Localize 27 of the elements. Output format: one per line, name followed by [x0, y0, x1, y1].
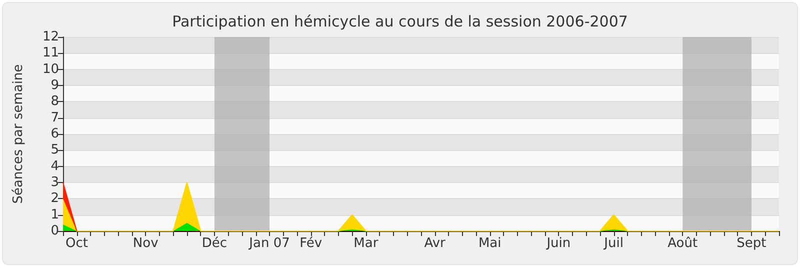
chart-title: Participation en hémicycle au cours de la session 2006-2007: [172, 12, 628, 30]
x-tick-label: Mar: [354, 236, 379, 251]
x-tick-label: Juil: [603, 236, 624, 251]
x-tick-label: Sept: [736, 236, 766, 251]
x-tick-label: Mai: [478, 236, 502, 251]
y-tick-label: 3: [50, 175, 59, 190]
x-tick-label: Fév: [300, 236, 322, 251]
y-axis-title: Séances par semaine: [11, 64, 26, 204]
y-tick-label: 5: [50, 142, 59, 158]
x-tick-label: Oct: [66, 236, 88, 251]
y-tick-label: 7: [50, 110, 59, 126]
y-tick-label: 8: [50, 94, 59, 110]
y-tick-label: 6: [50, 126, 59, 142]
x-tick-label: Août: [668, 236, 698, 251]
y-tick-label: 1: [50, 207, 59, 222]
y-tick-label: 9: [50, 78, 59, 93]
x-tick-label: Avr: [424, 236, 446, 251]
x-tick-label: Jan 07: [248, 236, 290, 251]
x-tick-label: Déc: [202, 236, 228, 251]
y-tick-label: 10: [42, 62, 59, 77]
y-tick-label: 11: [42, 46, 59, 61]
y-tick-label: 2: [50, 191, 59, 206]
x-tick-label: Juin: [546, 236, 571, 251]
y-tick-label: 4: [50, 158, 59, 174]
x-tick-label: Nov: [132, 236, 159, 251]
y-tick-label: 0: [50, 224, 59, 238]
y-tick-label: 12: [42, 30, 59, 44]
